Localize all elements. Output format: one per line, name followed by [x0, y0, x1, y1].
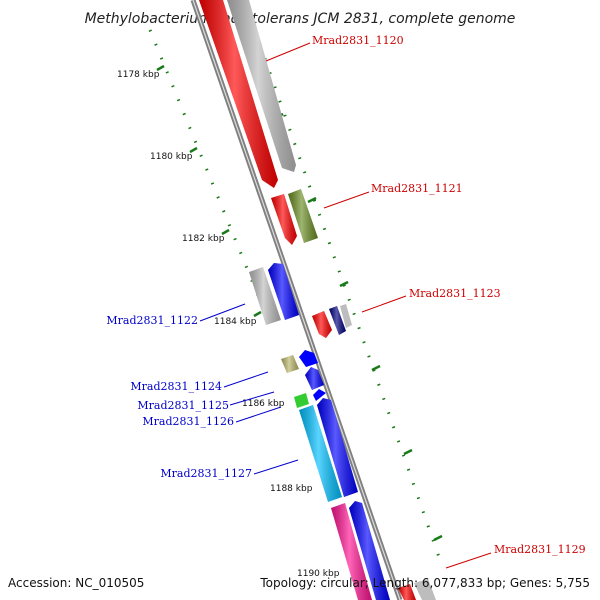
gene-mrad2831-1128[interactable] [331, 501, 390, 600]
gene-block-shade [249, 267, 281, 325]
tick-mark [307, 196, 317, 204]
gene-block [294, 393, 309, 408]
genome-title: Methylobacterium radiotolerans JCM 2831,… [85, 11, 516, 27]
gene-mrad2831-1122[interactable] [249, 263, 299, 325]
tick-mark [221, 228, 230, 236]
leader-line [445, 552, 492, 569]
leader-line [235, 406, 282, 423]
gene-block-shade [349, 501, 390, 600]
tick-mark [403, 448, 413, 456]
leader-line [253, 459, 299, 475]
gene-block-shade [305, 367, 324, 390]
gene-label-mrad2831-1122[interactable]: Mrad2831_1122 [106, 314, 198, 327]
gene-leaders [199, 42, 492, 569]
gene-label-mrad2831-1120[interactable]: Mrad2831_1120 [312, 34, 404, 47]
tick-track-left [148, 29, 272, 326]
gene-mrad2831-1123[interactable] [312, 311, 332, 338]
gene-block-shade [398, 584, 416, 600]
gene-mrad2831-1123-b[interactable] [329, 306, 346, 335]
gene-label-mrad2831-1129[interactable]: Mrad2831_1129 [494, 543, 586, 556]
kbp-label: 1178 kbp [117, 70, 160, 80]
backbone-highlight [192, 0, 401, 600]
kbp-label: 1186 kbp [242, 399, 285, 409]
gene-mrad2831-1121-red[interactable] [271, 194, 297, 245]
gene-label-mrad2831-1121[interactable]: Mrad2831_1121 [371, 182, 463, 195]
gene-label-mrad2831-1123[interactable]: Mrad2831_1123 [409, 287, 501, 300]
kbp-label: 1190 kbp [297, 569, 340, 579]
reverse-genes [249, 263, 390, 600]
gene-block [313, 389, 326, 401]
gene-block-shade [281, 355, 299, 373]
gene-mrad2831-1124[interactable] [281, 350, 318, 373]
gene-mrad2831-1120[interactable] [199, 0, 278, 188]
kbp-label: 1182 kbp [182, 234, 225, 244]
tick-mark [371, 364, 381, 372]
gene-block-shade [312, 311, 332, 338]
gene-mrad2831-1119[interactable] [227, 0, 296, 172]
gene-block-shade [299, 405, 342, 502]
gene-label-mrad2831-1124[interactable]: Mrad2831_1124 [130, 380, 222, 393]
forward-genes [199, 0, 436, 600]
gene-label-mrad2831-1125[interactable]: Mrad2831_1125 [137, 399, 229, 412]
gene-block-shade [199, 0, 278, 188]
tick-mark [189, 146, 198, 154]
gene-block-shade [288, 189, 318, 243]
gene-block-shade [268, 263, 299, 320]
gene-label-mrad2831-1126[interactable]: Mrad2831_1126 [142, 415, 234, 428]
tick-mark [433, 534, 443, 542]
leader-line [265, 42, 311, 62]
gene-mrad2831-1129[interactable] [398, 579, 436, 600]
tick-mark [156, 64, 165, 72]
accession-text: Accession: NC_010505 [8, 576, 144, 590]
gene-label-mrad2831-1127[interactable]: Mrad2831_1127 [160, 467, 252, 480]
gene-labels: Mrad2831_1120 Mrad2831_1121 Mrad2831_112… [106, 34, 585, 556]
gene-block [340, 304, 352, 328]
leader-line [223, 371, 269, 388]
leader-line [361, 295, 407, 313]
gene-mrad2831-1123-c[interactable] [340, 304, 352, 328]
gene-mrad2831-1121[interactable] [288, 189, 318, 243]
gene-block [414, 579, 436, 600]
backbone [190, 0, 403, 600]
gene-block-shade [317, 398, 358, 497]
gene-mrad2831-1126[interactable] [294, 389, 326, 408]
leader-line [323, 191, 370, 209]
gene-block-shade [271, 194, 297, 245]
gene-mrad2831-1127[interactable] [299, 398, 358, 502]
tick-mark [253, 310, 262, 318]
gene-block [299, 350, 318, 367]
topology-text: Topology: circular; Length: 6,077,833 bp… [259, 576, 590, 590]
kbp-label: 1184 kbp [214, 317, 257, 327]
gene-block-shade [331, 503, 372, 600]
gene-mrad2831-1125[interactable] [305, 367, 324, 390]
kbp-label: 1180 kbp [150, 152, 193, 162]
gene-block-shade [329, 306, 346, 335]
leader-line [199, 303, 246, 322]
leader-line [229, 391, 275, 406]
kbp-label: 1188 kbp [270, 484, 313, 494]
gene-block-shade [227, 0, 296, 172]
tick-marks-left [156, 64, 262, 318]
kbp-labels: 1178 kbp 1180 kbp 1182 kbp 1184 kbp 1186… [117, 70, 340, 579]
tick-mark [339, 280, 349, 288]
